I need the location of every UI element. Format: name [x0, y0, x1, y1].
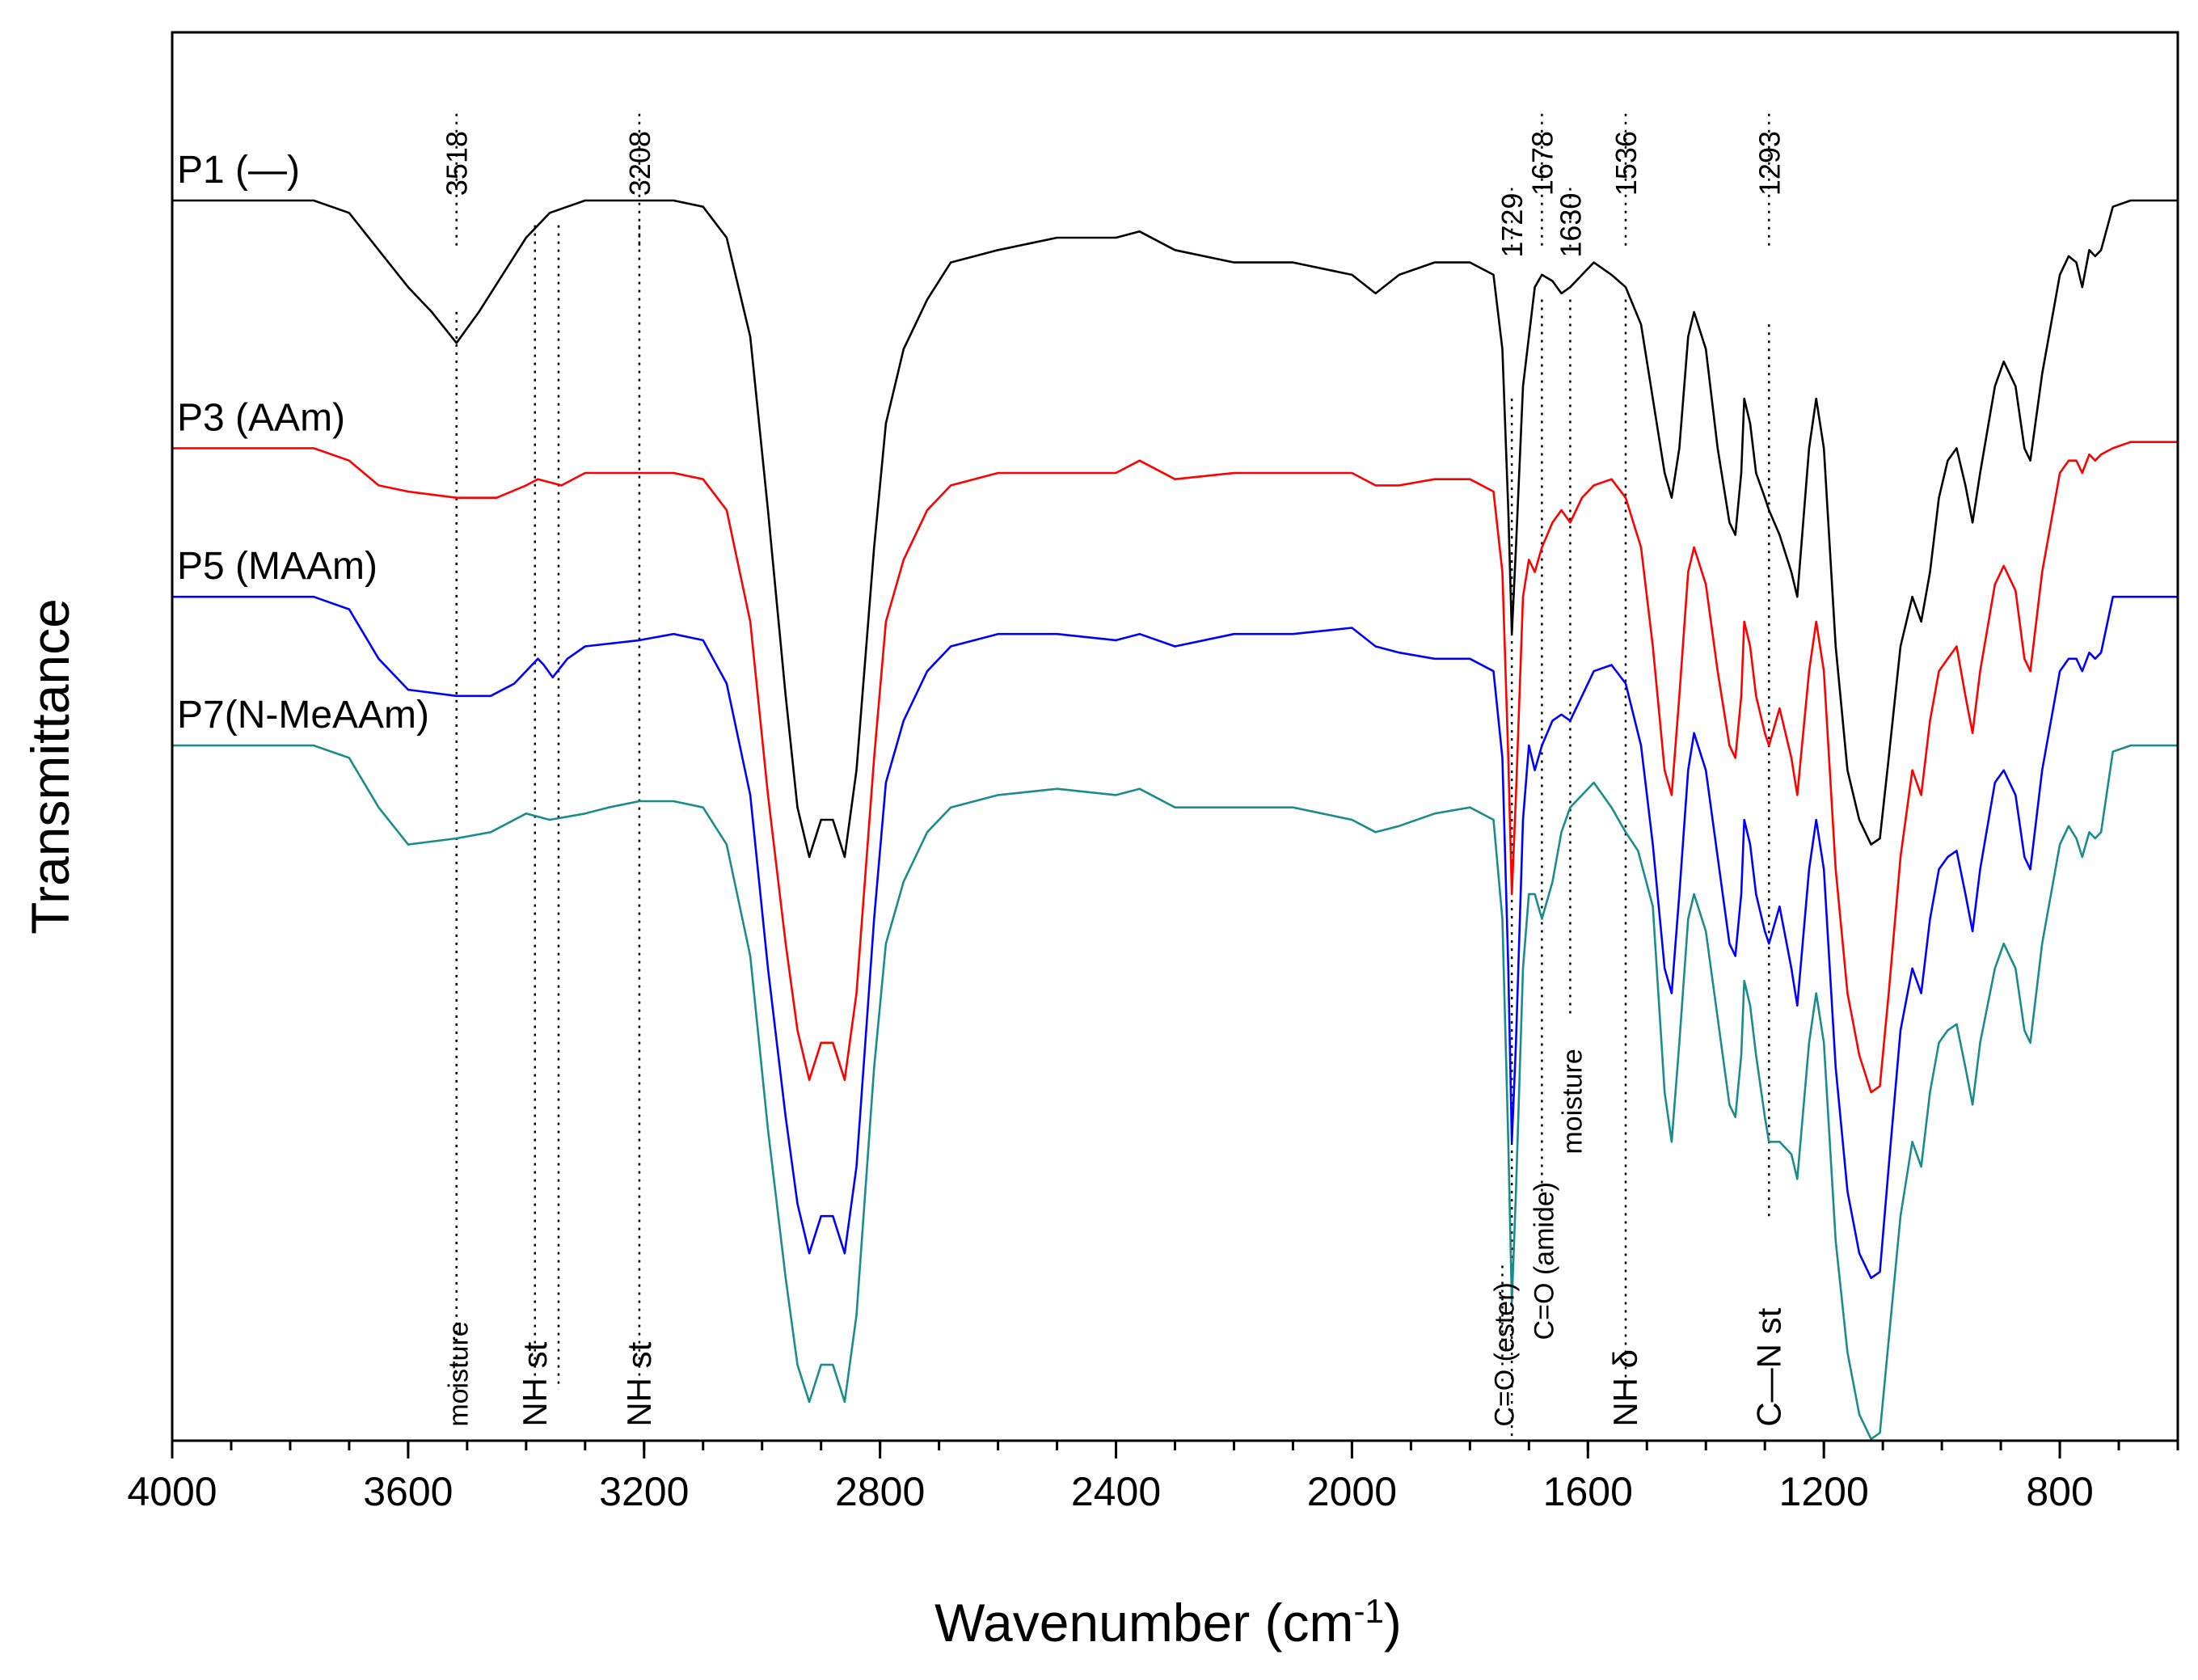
series-label: P3 (AAm) — [177, 396, 345, 439]
series-label: P1 (—) — [177, 149, 300, 192]
x-tick-label: 2400 — [1071, 1469, 1161, 1514]
series-line — [172, 199, 2178, 859]
axes: 4000 3600 3200 2800 2400 2000 1600 1200 800 — [127, 31, 2179, 1514]
peak-marker-label: 1729 — [1496, 193, 1529, 258]
series-line — [172, 595, 2178, 1280]
band-assignment-label: NH st — [516, 1341, 554, 1426]
peak-marker-label: 1678 — [1525, 131, 1559, 196]
band-assignment-label: moisture — [1557, 1049, 1588, 1154]
x-tick-label: 2000 — [1307, 1469, 1397, 1514]
peak-marker-label: 1536 — [1609, 131, 1643, 196]
x-tick-label: 800 — [2026, 1469, 2093, 1514]
series-line — [172, 744, 2178, 1441]
series-label: P7(N-MeAAm) — [177, 694, 429, 737]
x-tick-label: 3200 — [599, 1469, 689, 1514]
x-tick-label: 3600 — [363, 1469, 453, 1514]
y-axis-title: Transmittance — [20, 598, 80, 935]
band-assignment-label: C=O (ester) — [1489, 1282, 1520, 1427]
band-assignment-label: C=O (amide) — [1529, 1182, 1559, 1340]
band-assignment-label: moisture — [444, 1321, 475, 1426]
band-assignment-label: NH δ — [1606, 1349, 1644, 1427]
peak-marker-label: 1630 — [1554, 193, 1587, 258]
peak-marker-label: 3518 — [441, 131, 474, 196]
x-tick-label: 1200 — [1779, 1469, 1869, 1514]
peak-marker-label: 1293 — [1753, 131, 1786, 196]
x-tick-label: 4000 — [127, 1469, 217, 1514]
x-tick-label: 2800 — [835, 1469, 925, 1514]
band-assignment-label: C—N st — [1749, 1307, 1787, 1426]
x-tick-label: 1600 — [1543, 1469, 1633, 1514]
peak-marker-label: 3208 — [623, 131, 656, 196]
series-label: P5 (MAAm) — [177, 545, 378, 588]
x-axis-title: Wavenumber (cm-1) — [934, 1592, 1402, 1653]
series-line — [172, 441, 2178, 1094]
series-group — [172, 199, 2178, 1441]
band-assignment-label: NH st — [620, 1341, 658, 1426]
